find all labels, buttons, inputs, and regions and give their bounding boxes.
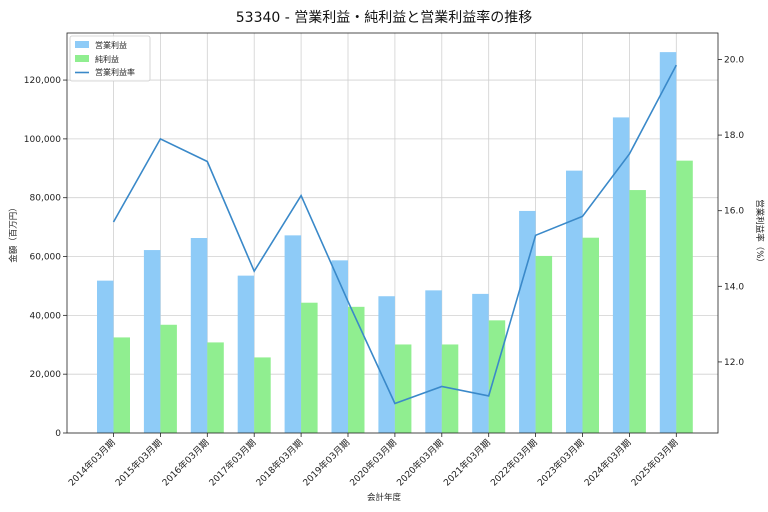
y-axis-label: 金額（百万円） (8, 203, 19, 263)
y-tick-label-6: 120,000 (24, 76, 61, 86)
right-axis-ticks: 12.0 14.0 16.0 18.0 20.0 (718, 55, 744, 368)
bar-operating-income-10 (566, 170, 583, 433)
bar-net-income-9 (535, 255, 553, 433)
chart-title: 53340 - 営業利益・純利益と営業利益率の推移 (236, 9, 533, 26)
bar-net-income-11 (629, 190, 646, 433)
bar-net-income-2 (207, 342, 224, 433)
bar-net-income-8 (488, 320, 506, 433)
bar-operating-income-6 (378, 296, 395, 433)
bar-operating-income-11 (612, 117, 630, 433)
x-tick-label-2: 2016年03月期 (160, 437, 212, 489)
bar-operating-income-8 (472, 293, 489, 433)
left-axis-ticks: 0 20,000 40,000 60,000 80,000 100,000 120,000 (24, 76, 67, 439)
legend-label-net-income: 純利益 (95, 54, 119, 64)
plot-frame (66, 32, 719, 434)
x-tick-label-7: 2020年03月期 (394, 437, 446, 489)
y-tick-label-4: 80,000 (30, 194, 62, 204)
y-tick-label-0: 0 (55, 429, 61, 439)
x-tick-label-3: 2017年03月期 (206, 437, 258, 489)
x-tick-label-8: 2021年03月期 (441, 437, 493, 489)
x-tick-label-9: 2022年03月期 (488, 437, 540, 489)
bar-net-income-1 (160, 324, 177, 433)
x-tick-label-4: 2018年03月期 (253, 437, 305, 489)
bar-operating-income-12 (659, 52, 677, 433)
y2-tick-label-0: 12.0 (724, 358, 744, 368)
x-tick-label-0: 2014年03月期 (66, 437, 118, 489)
legend-label-operating-margin: 営業利益率 (95, 67, 135, 77)
y2-tick-label-3: 18.0 (724, 131, 744, 141)
bar-operating-income-0 (97, 280, 114, 433)
bar-operating-income-3 (237, 275, 255, 433)
bar-operating-income-2 (190, 238, 208, 433)
bar-operating-income-7 (425, 290, 442, 433)
bar-net-income-10 (582, 237, 599, 433)
legend-swatch-operating-income (75, 41, 89, 48)
bars (97, 52, 693, 433)
x-axis-label: 会計年度 (367, 492, 402, 503)
y2-axis-label: 営業利益率（%） (754, 199, 765, 267)
margin-line (112, 64, 678, 405)
bar-operating-income-1 (143, 250, 161, 433)
bar-net-income-12 (676, 160, 693, 433)
x-tick-label-12: 2025年03月期 (629, 437, 681, 489)
y2-tick-label-4: 20.0 (724, 55, 744, 65)
legend: 営業利益 純利益 営業利益率 (69, 35, 151, 82)
x-axis-ticks: 2014年03月期2015年03月期2016年03月期2017年03月期2018… (66, 433, 681, 489)
x-tick-label-5: 2019年03月期 (300, 437, 352, 489)
bar-operating-income-9 (519, 210, 536, 433)
y-tick-label-2: 40,000 (30, 311, 62, 321)
bar-operating-income-4 (284, 235, 302, 433)
bar-net-income-3 (254, 357, 271, 433)
y2-tick-label-1: 14.0 (724, 282, 744, 292)
y-tick-label-1: 20,000 (30, 370, 62, 380)
bar-operating-income-5 (331, 260, 348, 433)
y2-tick-label-2: 16.0 (724, 207, 744, 217)
x-tick-label-11: 2024年03月期 (582, 437, 634, 489)
bar-net-income-5 (348, 306, 365, 433)
y-tick-label-3: 60,000 (30, 253, 62, 263)
bar-net-income-6 (394, 344, 412, 433)
x-tick-label-10: 2023年03月期 (535, 437, 587, 489)
legend-label-operating-income: 営業利益 (95, 40, 127, 50)
legend-box (69, 35, 151, 82)
y-tick-label-5: 100,000 (24, 135, 61, 145)
bar-net-income-4 (301, 302, 318, 433)
legend-swatch-net-income (75, 55, 89, 62)
bar-net-income-0 (113, 337, 130, 433)
operating-margin-line (112, 64, 678, 405)
x-tick-label-1: 2015年03月期 (113, 437, 165, 489)
x-tick-label-6: 2020年03月期 (347, 437, 399, 489)
